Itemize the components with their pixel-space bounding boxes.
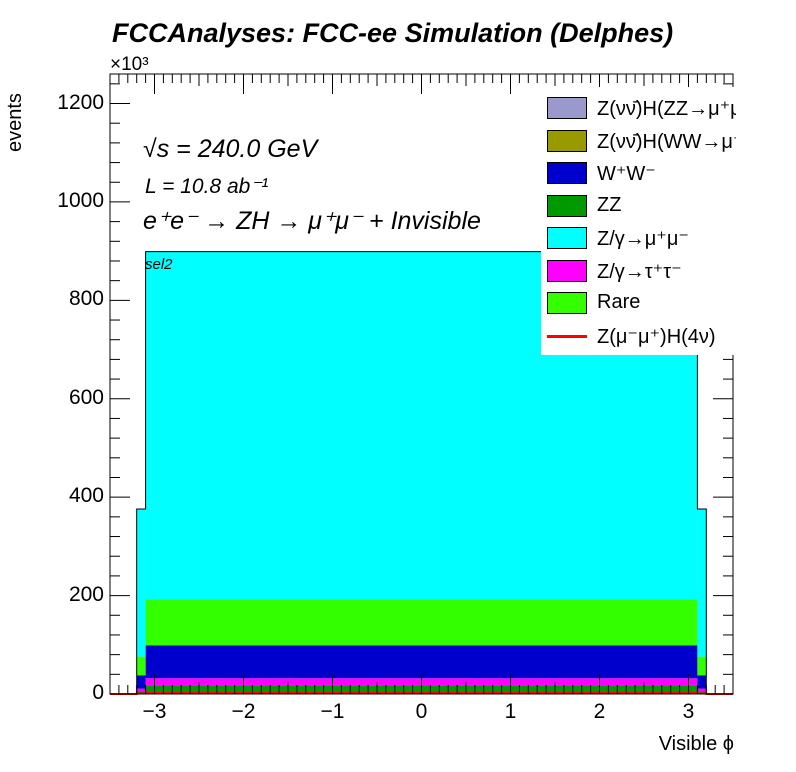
process-annotation: e⁺e⁻ → ZH → μ⁺μ⁻ + Invisible [143,207,481,235]
legend-color-swatch [547,162,587,184]
legend-color-swatch [547,129,587,152]
bar-2-bin-2 [145,645,698,679]
y-tick-label: 200 [68,582,104,606]
selection-annotation: sel2 [145,256,173,273]
energy-annotation: √s = 240.0 GeV [143,135,318,163]
legend-color-swatch [547,97,587,119]
legend-label: Z/γ→τ⁺τ⁻ [597,260,682,283]
x-axis-label: Visible ϕ [658,733,734,755]
luminosity-annotation: L = 10.8 ab⁻¹ [145,175,269,198]
legend-entry: Z(νν̄)H(ZZ→μ⁺μ⁻νν̄) [541,93,736,123]
legend-entry: ZZ [541,191,736,221]
y-tick-label: 600 [68,385,104,409]
bar-1-bin-3 [697,688,707,692]
x-tick-label: −3 [142,700,167,723]
legend: Z(νν̄)H(ZZ→μ⁺μ⁻νν̄) Z(νν̄)H(WW→μ⁺νμ⁻ν̄) W⁺… [541,87,736,355]
legend-color-swatch [547,227,587,249]
bar-4-bin-1 [136,508,146,657]
y-axis-label: events [4,93,26,152]
y-tick-label: 0 [92,681,104,704]
legend-color-swatch [547,194,587,217]
legend-label: ZZ [597,193,622,216]
legend-label: Z(νν̄)H(WW→μ⁺νμ⁻ν̄) [597,130,736,153]
y-tick-label: 1000 [57,188,104,212]
legend-entry: Z(νν̄)H(WW→μ⁺νμ⁻ν̄) [541,126,736,156]
legend-label: Z/γ→μ⁺μ⁻ [597,228,689,250]
legend-line-swatch [547,334,587,338]
legend-entry: Rare [541,288,736,318]
bar-2-bin-1 [136,675,146,689]
x-tick-label: 1 [504,700,517,723]
legend-entry: Z/γ→τ⁺τ⁻ [541,256,736,286]
y-tick-label: 1200 [57,90,104,114]
bar-3-bin-2 [145,599,698,646]
stack-outline [110,251,733,695]
x-tick-label: −2 [231,700,256,723]
x-tick-label: 2 [593,700,606,723]
y-axis-exponent: ×10³ [110,54,149,75]
x-tick-label: 0 [415,700,428,723]
bar-2-bin-3 [697,675,707,689]
legend-color-swatch [547,259,587,282]
legend-label: Rare [597,291,641,313]
legend-label: Z(μ⁻μ⁺)H(4ν) [597,325,716,348]
bar-1-bin-1 [136,688,146,692]
legend-entry: W⁺W⁻ [541,158,736,188]
legend-label: W⁺W⁻ [597,163,656,185]
legend-entry: Z/γ→μ⁺μ⁻ [541,223,736,253]
y-tick-label: 400 [68,484,104,508]
legend-entry: Z(μ⁻μ⁺)H(4ν) [541,321,736,351]
bar-4-bin-3 [697,508,707,657]
x-tick-label: −1 [320,700,345,723]
legend-label: Z(νν̄)H(ZZ→μ⁺μ⁻νν̄) [597,98,736,120]
bar-3-bin-3 [697,656,707,676]
y-tick-label: 800 [68,287,104,311]
bar-3-bin-1 [136,656,146,676]
chart-title: FCCAnalyses: FCC-ee Simulation (Delphes) [112,18,674,48]
x-tick-label: 3 [682,700,695,723]
legend-color-swatch [547,292,587,314]
